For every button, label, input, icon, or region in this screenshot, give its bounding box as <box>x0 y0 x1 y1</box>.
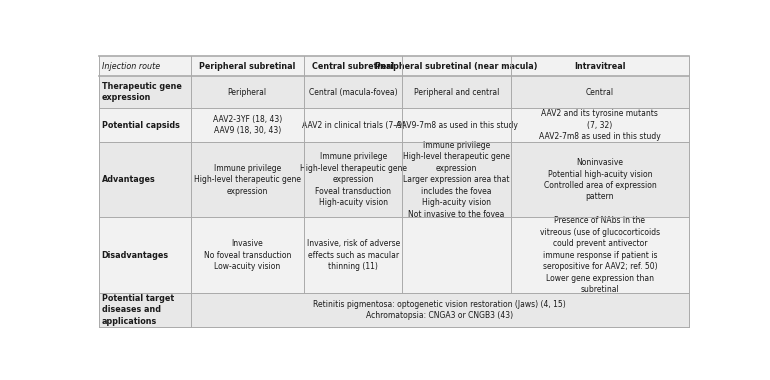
Bar <box>99 217 689 293</box>
Text: Immune privilege
High-level therapeutic gene
expression
Larger expression area t: Immune privilege High-level therapeutic … <box>403 141 511 218</box>
Text: Peripheral: Peripheral <box>228 88 266 97</box>
Text: Central subretinal: Central subretinal <box>312 62 394 71</box>
Text: AAV2 and its tyrosine mutants
(7, 32)
AAV2-7m8 as used in this study: AAV2 and its tyrosine mutants (7, 32) AA… <box>539 109 661 141</box>
Text: Retinitis pigmentosa: optogenetic vision restoration (Jaws) (4, 15)
Achromatopsi: Retinitis pigmentosa: optogenetic vision… <box>313 300 566 320</box>
Text: Presence of NAbs in the
vitreous (use of glucocorticoids
could prevent antivecto: Presence of NAbs in the vitreous (use of… <box>540 216 660 294</box>
Text: AAV9-7m8 as used in this study: AAV9-7m8 as used in this study <box>396 121 517 130</box>
Text: Immune privilege
High-level therapeutic gene
expression: Immune privilege High-level therapeutic … <box>194 164 301 196</box>
Text: Peripheral subretinal: Peripheral subretinal <box>199 62 296 71</box>
Text: Immune privilege
High-level therapeutic gene
expression
Foveal transduction
High: Immune privilege High-level therapeutic … <box>300 152 407 207</box>
Text: Intravitreal: Intravitreal <box>574 62 626 71</box>
Bar <box>99 56 689 76</box>
Text: Central: Central <box>586 88 614 97</box>
Text: Central (macula-fovea): Central (macula-fovea) <box>309 88 397 97</box>
Text: Noninvasive
Potential high-acuity vision
Controlled area of expression
pattern: Noninvasive Potential high-acuity vision… <box>544 158 656 201</box>
Text: Peripheral and central: Peripheral and central <box>414 88 500 97</box>
Text: AAV2-3YF (18, 43)
AAV9 (18, 30, 43): AAV2-3YF (18, 43) AAV9 (18, 30, 43) <box>213 115 282 135</box>
Text: Therapeutic gene
expression: Therapeutic gene expression <box>102 82 182 102</box>
Bar <box>99 76 689 108</box>
Text: AAV2 in clinical trials (7–9): AAV2 in clinical trials (7–9) <box>302 121 405 130</box>
Text: Invasive
No foveal transduction
Low-acuity vision: Invasive No foveal transduction Low-acui… <box>203 239 291 271</box>
Text: Peripheral subretinal (near macula): Peripheral subretinal (near macula) <box>376 62 538 71</box>
Text: Injection route: Injection route <box>102 62 159 71</box>
Bar <box>99 293 689 327</box>
Text: Advantages: Advantages <box>102 175 156 184</box>
Text: Disadvantages: Disadvantages <box>102 250 169 260</box>
Text: Invasive, risk of adverse
effects such as macular
thinning (11): Invasive, risk of adverse effects such a… <box>306 239 400 271</box>
Bar <box>99 108 689 142</box>
Text: Potential capsids: Potential capsids <box>102 121 179 130</box>
Text: Potential target
diseases and
applications: Potential target diseases and applicatio… <box>102 294 174 326</box>
Bar <box>99 142 689 217</box>
